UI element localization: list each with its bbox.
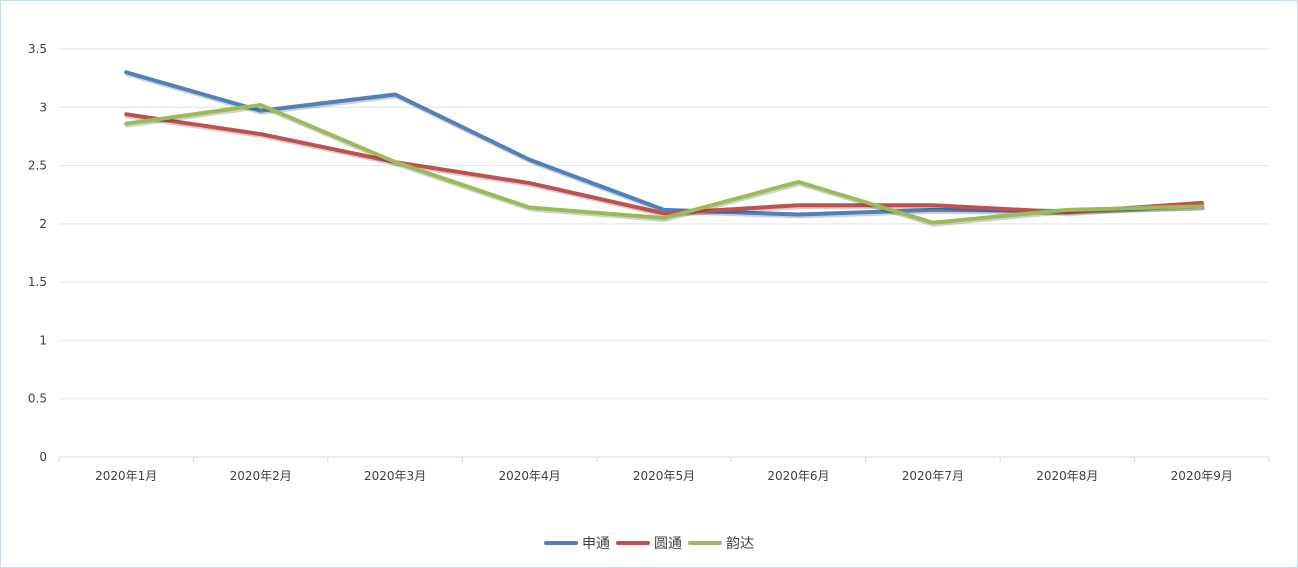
x-tick-label-8: 2020年9月 [1171,469,1233,483]
x-tick-label-6: 2020年7月 [902,469,964,483]
legend-swatch-series-1 [616,541,650,545]
legend-item-series-0[interactable]: 申通 [544,533,610,553]
series-line-2 [124,102,1204,225]
x-tick-label-1: 2020年2月 [230,469,292,483]
y-tick-label-1: 0.5 [28,392,47,406]
legend-label-series-1: 圆通 [654,536,682,552]
x-tick-label-7: 2020年8月 [1036,469,1098,483]
y-tick-label-2: 1 [39,333,47,347]
x-tick-label-0: 2020年1月 [95,469,157,483]
x-tick-label-5: 2020年6月 [767,469,829,483]
series-line-shadow-0 [125,72,1205,219]
legend: 申通 圆通 韵达 [0,532,1298,554]
series-line-1 [124,112,1204,216]
y-tick-label-4: 2 [39,217,47,231]
legend-swatch-series-0 [544,541,578,545]
y-tick-label-0: 0 [39,450,47,464]
x-tick-label-3: 2020年4月 [498,469,560,483]
y-tick-label-3: 1.5 [28,275,47,289]
y-tick-label-5: 2.5 [28,159,47,173]
y-tick-label-7: 3.5 [28,42,47,56]
legend-item-series-1[interactable]: 圆通 [616,533,682,553]
x-tick-label-4: 2020年5月 [633,469,695,483]
legend-swatch-series-2 [688,541,722,545]
y-tick-label-6: 3 [39,100,47,114]
legend-label-series-0: 申通 [582,536,610,552]
legend-item-series-2[interactable]: 韵达 [688,533,754,553]
x-tick-label-2: 2020年3月 [364,469,426,483]
legend-label-series-2: 韵达 [726,536,754,552]
